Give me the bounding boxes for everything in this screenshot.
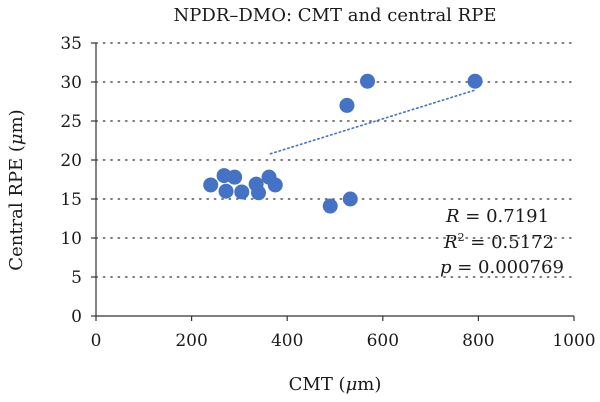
y-tick-label: 25 [60,112,82,132]
y-tick-label: 5 [71,268,82,288]
x-tick-label: 0 [91,331,102,351]
data-point [267,177,283,193]
data-point [218,183,234,199]
y-tick-labels: 0 5 10 15 20 25 30 35 [60,34,82,327]
data-points [203,73,483,214]
y-tick-label: 35 [60,34,82,54]
trendline [269,89,477,155]
y-tick-label: 10 [60,229,82,249]
x-tick-label: 800 [462,331,494,351]
x-axis-label: CMT (μm) [289,374,382,395]
chart-title: NPDR–DMO: CMT and central RPE [174,5,497,26]
x-tick-labels: 0 200 400 600 800 1000 [91,331,596,351]
y-tick-label: 20 [60,151,82,171]
data-point [467,73,483,89]
data-point [360,73,376,89]
data-point [339,97,355,113]
x-tick-label: 200 [175,331,207,351]
data-point [322,198,338,214]
data-point [234,184,250,200]
data-point [342,191,358,207]
x-tick-label: 600 [367,331,399,351]
p-annotation: p = 0.000769 [440,257,564,278]
y-tick-label: 30 [60,73,82,93]
data-point [227,169,243,185]
x-tick-label: 1000 [552,331,595,351]
r2-annotation: R2 = 0.5172 [443,231,554,253]
data-point [251,185,267,201]
trendline-group [269,89,477,155]
axes [91,42,575,321]
x-tick-label: 400 [271,331,303,351]
y-tick-label: 0 [71,307,82,327]
y-axis-label: Central RPE (μm) [6,109,27,270]
data-point [203,177,219,193]
r-annotation: R = 0.7191 [445,206,549,227]
y-tick-label: 15 [60,190,82,210]
